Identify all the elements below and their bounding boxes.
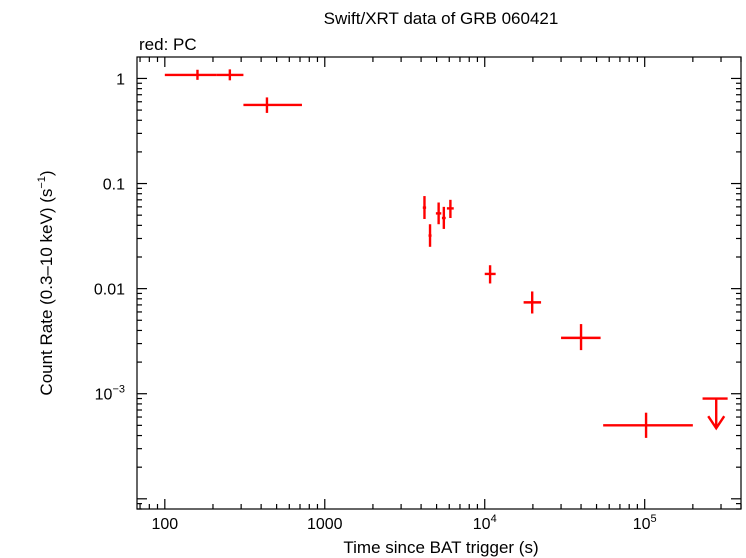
data-point bbox=[446, 199, 454, 219]
x-axis-label: Time since BAT trigger (s) bbox=[343, 538, 538, 557]
axis-ticks bbox=[137, 57, 742, 510]
upper-limit-arrowhead bbox=[707, 415, 726, 431]
plot-frame bbox=[136, 56, 742, 510]
x-tick-label: 105 bbox=[633, 513, 657, 533]
data-point bbox=[164, 69, 217, 80]
y-axis-label-main: Count Rate (0.3–10 keV) (s bbox=[37, 189, 56, 396]
y-tick-label-mantissa: 1 bbox=[116, 71, 125, 88]
y-tick-label-mantissa: 0.01 bbox=[94, 282, 125, 299]
chart-title: Swift/XRT data of GRB 060421 bbox=[324, 9, 559, 28]
x-tick-label-mantissa: 10 bbox=[633, 516, 651, 533]
data-point bbox=[243, 97, 302, 113]
y-tick-label: 1 bbox=[116, 71, 125, 88]
x-tick-labels: 100 1000 104 105 bbox=[151, 513, 656, 533]
x-tick-label-mantissa: 10 bbox=[473, 516, 491, 533]
data-point bbox=[216, 69, 244, 81]
x-tick-label-mantissa: 1000 bbox=[307, 516, 343, 533]
data-points bbox=[164, 69, 728, 438]
x-tick-label-exponent: 4 bbox=[491, 513, 497, 525]
y-axis-label: Count Rate (0.3–10 keV) (s−1) bbox=[36, 170, 56, 395]
x-tick-label-exponent: 5 bbox=[651, 513, 657, 525]
y-tick-label-exponent: −3 bbox=[112, 384, 125, 396]
y-tick-label: 0.1 bbox=[103, 177, 125, 194]
y-tick-labels: 1 0.1 0.01 10−3 bbox=[94, 71, 125, 403]
x-tick-label: 1000 bbox=[307, 516, 343, 533]
y-axis-label-exponent: −1 bbox=[36, 176, 48, 189]
data-point bbox=[422, 196, 427, 219]
upper-limit bbox=[702, 397, 728, 431]
data-point bbox=[428, 224, 432, 247]
y-axis-label-close: ) bbox=[37, 170, 56, 176]
data-point bbox=[523, 291, 542, 314]
y-tick-label-mantissa: 10 bbox=[95, 387, 113, 404]
x-tick-label-mantissa: 100 bbox=[151, 516, 178, 533]
y-tick-label: 0.01 bbox=[94, 282, 125, 299]
x-tick-label: 104 bbox=[473, 513, 497, 533]
data-point bbox=[561, 324, 601, 351]
chart-subtitle: red: PC bbox=[139, 35, 197, 54]
data-point bbox=[441, 206, 446, 229]
y-tick-label-mantissa: 0.1 bbox=[103, 177, 125, 194]
data-point bbox=[603, 412, 693, 438]
x-tick-label: 100 bbox=[151, 516, 178, 533]
data-point bbox=[435, 202, 442, 225]
y-tick-label: 10−3 bbox=[95, 384, 125, 404]
data-point bbox=[484, 265, 496, 284]
